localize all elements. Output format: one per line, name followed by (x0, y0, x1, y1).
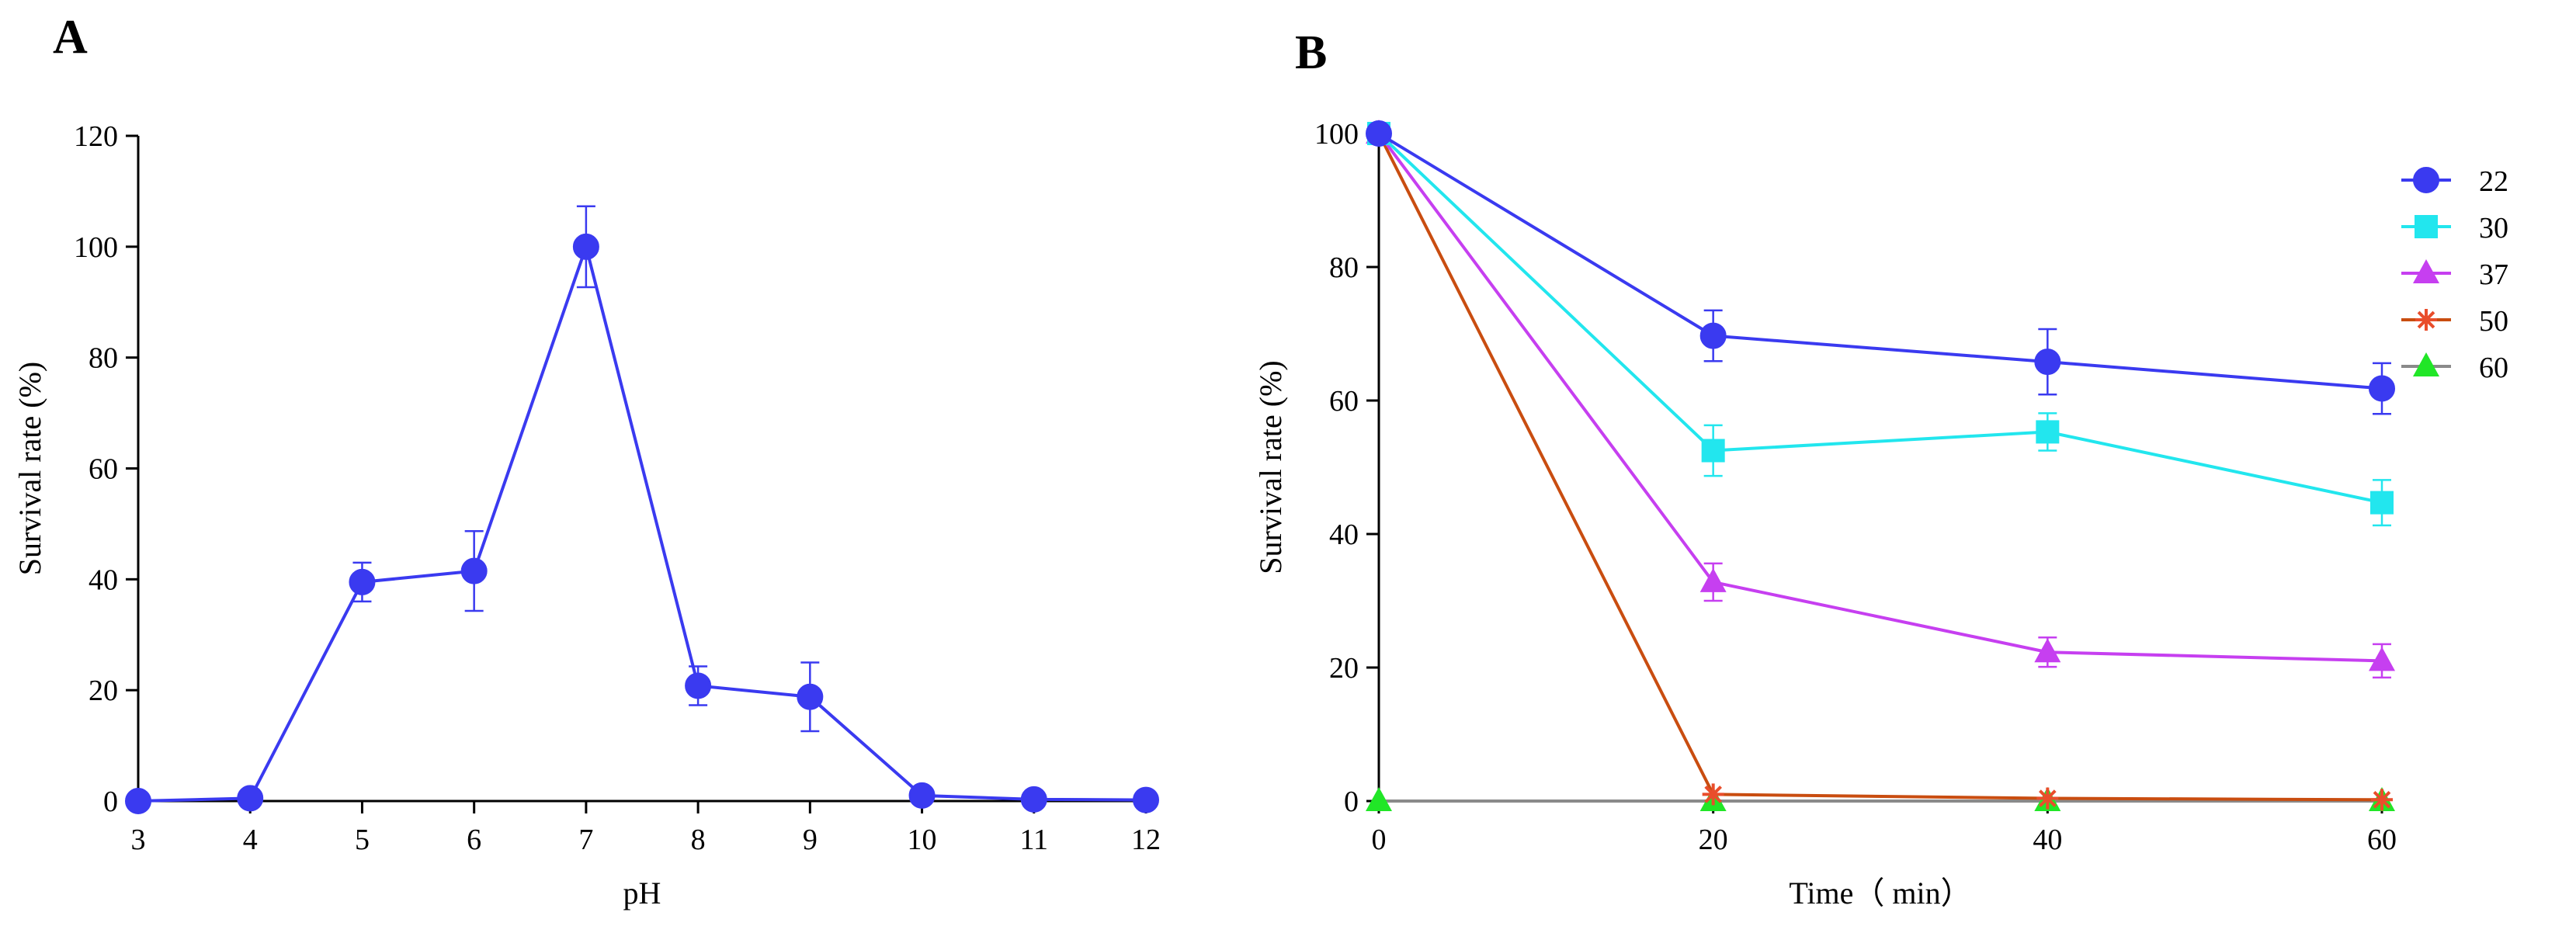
legend: 22 30 37 50 60 (2401, 165, 2508, 384)
data-point-Survival (125, 788, 151, 814)
panel-b-chart: B 0 20 40 60 80 100 0 20 40 60 Time（ min） Survival r… (1253, 26, 2508, 910)
series-Survival (125, 205, 1159, 814)
data-point-50 (2036, 787, 2059, 810)
legend-label-22: 22 (2479, 165, 2508, 198)
series-37 (1366, 120, 2395, 679)
y-tick-label: 80 (89, 342, 118, 375)
y-axis-title: Survival rate (%) (1253, 360, 1288, 574)
legend-marker-22 (2413, 167, 2439, 193)
data-point-22 (1699, 322, 1727, 349)
x-tick-label: 5 (355, 824, 370, 856)
data-point-37 (2034, 638, 2061, 663)
y-tick-label: 40 (1329, 519, 1359, 551)
x-tick-label: 11 (1019, 824, 1048, 856)
data-point-50-stroke (2039, 789, 2057, 807)
data-point-37 (2369, 647, 2395, 671)
y-tick-label: 60 (89, 453, 118, 486)
y-tick-label: 60 (1329, 385, 1359, 418)
x-axis-title: Time（ min） (1789, 876, 1971, 910)
data-point-60 (1366, 787, 1392, 811)
legend-marker-50 (2415, 309, 2437, 331)
y-tick-label: 20 (89, 675, 118, 707)
legend-marker-50-stroke (2417, 310, 2435, 329)
series-line-50 (1377, 133, 2383, 802)
data-point-Survival (460, 557, 488, 584)
x-tick-label: 4 (243, 824, 258, 856)
data-point-Survival (349, 568, 376, 595)
data-point-22 (2034, 349, 2061, 376)
data-point-22 (1366, 120, 1392, 147)
data-point-22 (2369, 375, 2395, 402)
x-tick-label: 8 (691, 824, 706, 856)
legend-label-50: 50 (2479, 305, 2508, 338)
data-point-Survival (237, 785, 264, 812)
y-tick-label: 100 (74, 231, 118, 264)
data-point-Survival (1020, 786, 1047, 813)
data-point-Survival (797, 683, 824, 710)
legend-marker-37 (2413, 259, 2439, 283)
data-point-Survival (908, 782, 936, 809)
panel-label-a: A (53, 11, 88, 64)
legend-marker-60 (2413, 352, 2439, 376)
panel-label-b: B (1295, 26, 1327, 79)
y-tick-label: 0 (103, 786, 118, 818)
x-tick-label: 10 (908, 824, 937, 856)
series-50 (1368, 123, 2393, 811)
y-tick-label: 80 (1329, 251, 1359, 284)
series-line-30 (1377, 132, 2383, 505)
series-line-37 (1377, 132, 2383, 663)
series-line-22 (1377, 132, 2383, 390)
legend-label-60: 60 (2479, 352, 2508, 384)
x-tick-label: 7 (578, 824, 593, 856)
data-point-Survival (685, 672, 712, 699)
legend-label-37: 37 (2479, 258, 2508, 291)
data-point-30 (1701, 439, 1725, 463)
data-point-50-stroke (1704, 786, 1722, 803)
x-tick-label: 3 (131, 824, 146, 856)
y-tick-label: 120 (74, 120, 118, 153)
data-point-30 (2036, 420, 2060, 444)
x-tick-label: 9 (803, 824, 818, 856)
series-22 (1366, 120, 2395, 415)
data-point-50 (1702, 783, 1724, 806)
y-tick-label: 100 (1314, 118, 1359, 151)
x-tick-label: 20 (1699, 824, 1728, 856)
y-tick-label: 0 (1344, 786, 1359, 818)
x-tick-label: 60 (2367, 824, 2397, 856)
y-axis-title: Survival rate (%) (12, 362, 47, 575)
data-point-Survival (1133, 786, 1159, 813)
data-point-30 (2370, 491, 2394, 515)
x-tick-label: 0 (1372, 824, 1387, 856)
x-tick-label: 40 (2033, 824, 2062, 856)
data-point-Survival (572, 233, 599, 260)
data-point-50 (2371, 789, 2393, 811)
x-tick-label: 6 (467, 824, 481, 856)
y-tick-label: 40 (89, 564, 118, 596)
series-line-Survival (137, 241, 1147, 803)
data-point-37 (1699, 567, 1727, 592)
y-tick-label: 20 (1329, 652, 1359, 685)
legend-marker-30 (2415, 215, 2438, 238)
data-point-50-stroke (2373, 790, 2391, 809)
panel-a-chart: A 0 20 40 60 80 100 120 3 4 5 6 7 8 9 10 11 12 pH Survival … (12, 11, 1161, 910)
legend-label-30: 30 (2479, 212, 2508, 245)
x-tick-label: 12 (1131, 824, 1161, 856)
x-axis-title: pH (623, 876, 661, 910)
